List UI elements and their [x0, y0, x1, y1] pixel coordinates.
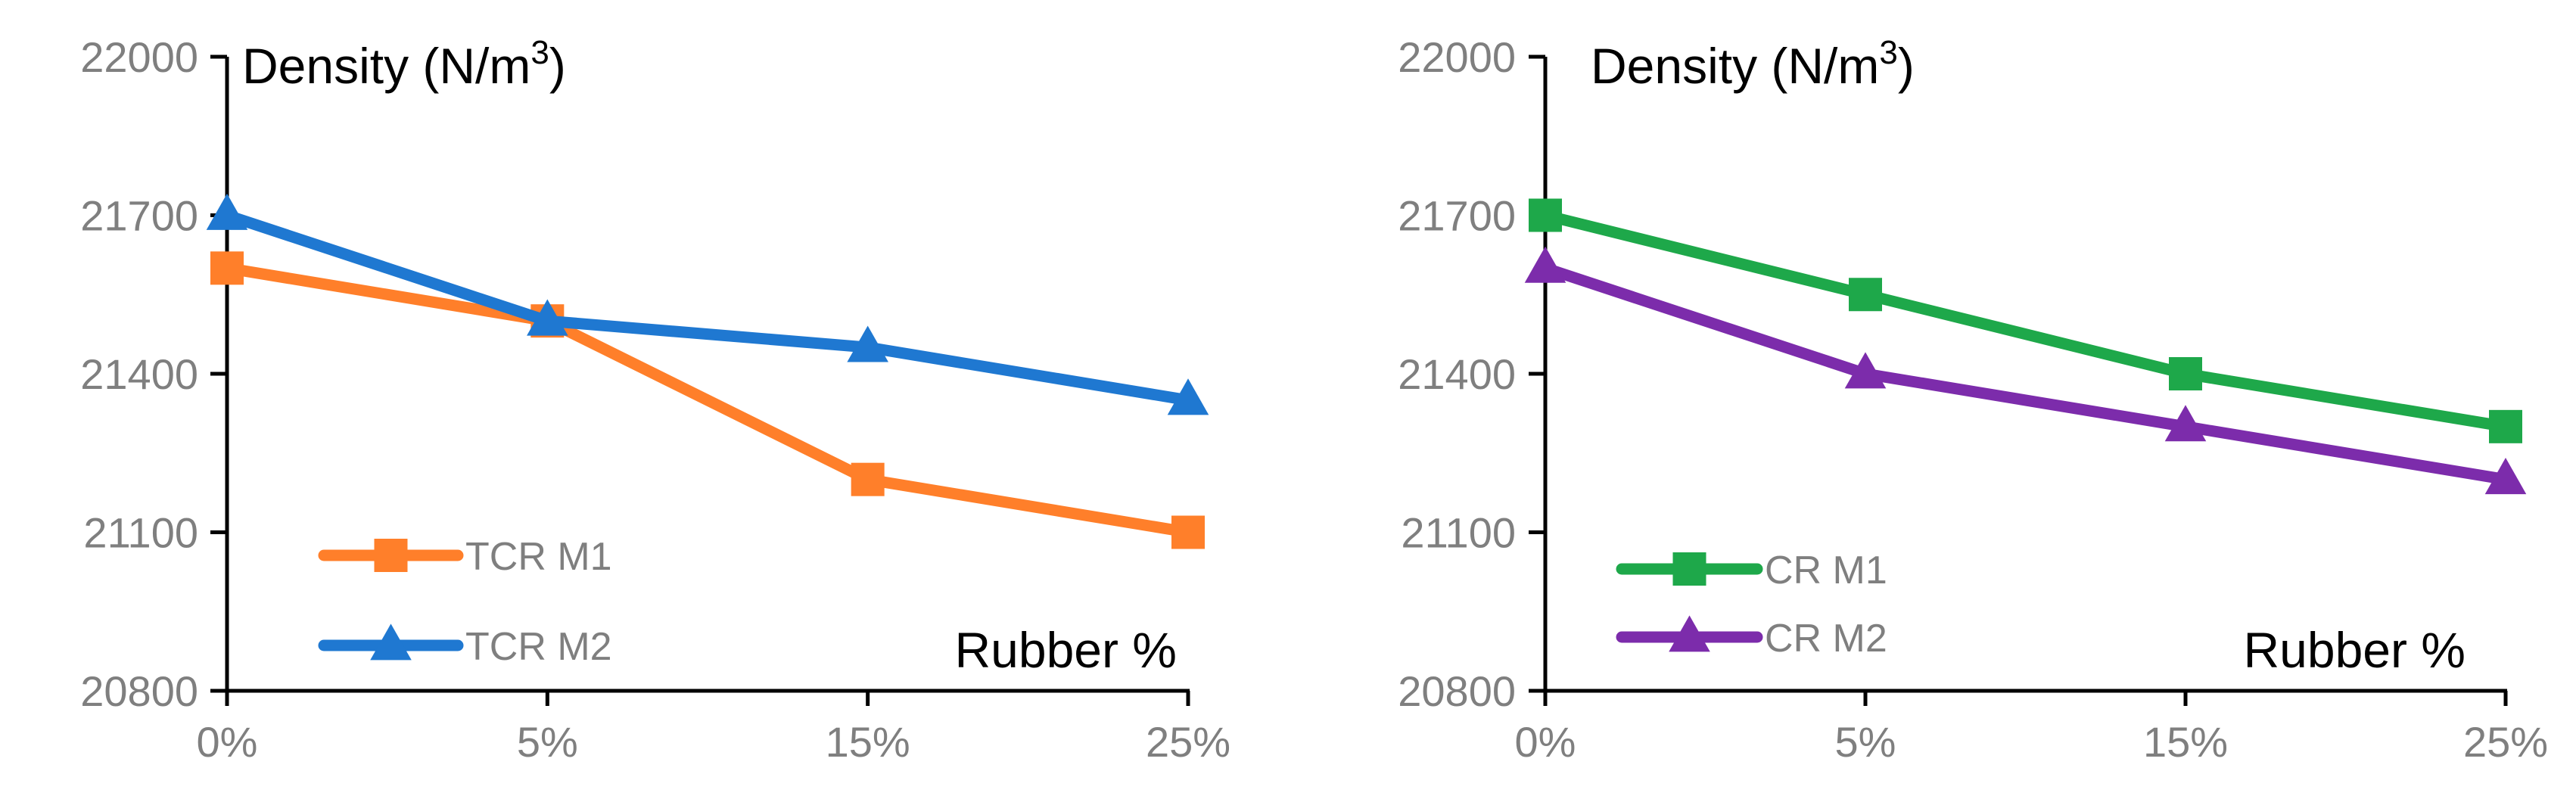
y-axis-title-superscript: 3 [530, 34, 549, 71]
y-axis-title: Density (N/m3) [242, 34, 566, 94]
x-tick-label: 15% [826, 718, 910, 766]
y-tick-label: 22000 [1398, 33, 1516, 81]
data-point-marker [2164, 405, 2207, 442]
y-tick-label: 21700 [1398, 192, 1516, 240]
legend-label: TCR M2 [465, 625, 612, 669]
y-axis-title-close: ) [1898, 38, 1915, 94]
y-tick-label: 21100 [1401, 509, 1516, 557]
legend-marker [370, 623, 412, 661]
data-point-marker [2169, 357, 2202, 390]
series-line-2 [221, 210, 1194, 406]
y-axis-title-text: Density (N/m [242, 38, 530, 94]
x-axis-title: Rubber % [955, 622, 1178, 678]
data-point-marker [1171, 515, 1205, 549]
legend-item-1: TCR M1 [318, 535, 612, 579]
data-point-marker [2489, 409, 2522, 443]
y-axis-title-text: Density (N/m [1591, 38, 1879, 94]
data-point-marker [1529, 198, 1562, 232]
series-line-2 [1539, 262, 2512, 486]
legend-label: CR M2 [1765, 617, 1887, 661]
legend-item-2: CR M2 [1616, 615, 1887, 661]
data-point-marker [1844, 352, 1887, 389]
x-axis-title: Rubber % [2244, 622, 2466, 678]
data-point-marker [210, 251, 244, 285]
x-tick-label: 25% [1146, 718, 1230, 766]
data-point-marker [2484, 458, 2527, 495]
y-tick-label: 21400 [80, 350, 198, 398]
data-point-marker [1524, 246, 1566, 283]
data-point-marker [847, 325, 888, 362]
y-tick-label: 20800 [1398, 667, 1516, 715]
y-tick-label: 21400 [1398, 350, 1516, 398]
series-line-1 [1539, 210, 2512, 433]
x-tick-label: 0% [1515, 718, 1576, 766]
legend-label: CR M1 [1765, 549, 1887, 592]
legend-marker [374, 539, 408, 572]
y-tick-label: 22000 [80, 33, 198, 81]
y-axis-title: Density (N/m3) [1591, 34, 1915, 94]
legend-item-2: TCR M2 [318, 623, 612, 669]
y-tick-label: 20800 [80, 667, 198, 715]
x-tick-label: 5% [517, 718, 578, 766]
legend-label: TCR M1 [465, 535, 612, 579]
y-tick-label: 21100 [83, 509, 198, 557]
series-line-1 [221, 262, 1194, 538]
chart-panel-2: 20800 21100 21400 21700 22000 0% 5% 15% 25% Densi… [1398, 33, 2548, 766]
x-tick-label: 5% [1835, 718, 1896, 766]
legend-marker [1669, 615, 1710, 652]
data-point-marker [1167, 378, 1209, 415]
x-tick-label: 0% [197, 718, 258, 766]
data-point-marker [206, 193, 248, 230]
data-point-marker [527, 299, 568, 336]
y-axis-title-superscript: 3 [1879, 34, 1897, 71]
y-tick-label: 21700 [80, 192, 198, 240]
data-point-marker [1849, 278, 1882, 312]
x-tick-label: 25% [2463, 718, 2548, 766]
data-point-marker [851, 462, 885, 496]
y-axis-title-close: ) [549, 38, 566, 94]
x-tick-label: 15% [2143, 718, 2228, 766]
chart-panel-1: 20800 21100 21400 21700 22000 0% 5% 15% 25% Densi… [80, 33, 1230, 766]
legend-item-1: CR M1 [1616, 549, 1887, 592]
legend-marker [1672, 552, 1706, 586]
